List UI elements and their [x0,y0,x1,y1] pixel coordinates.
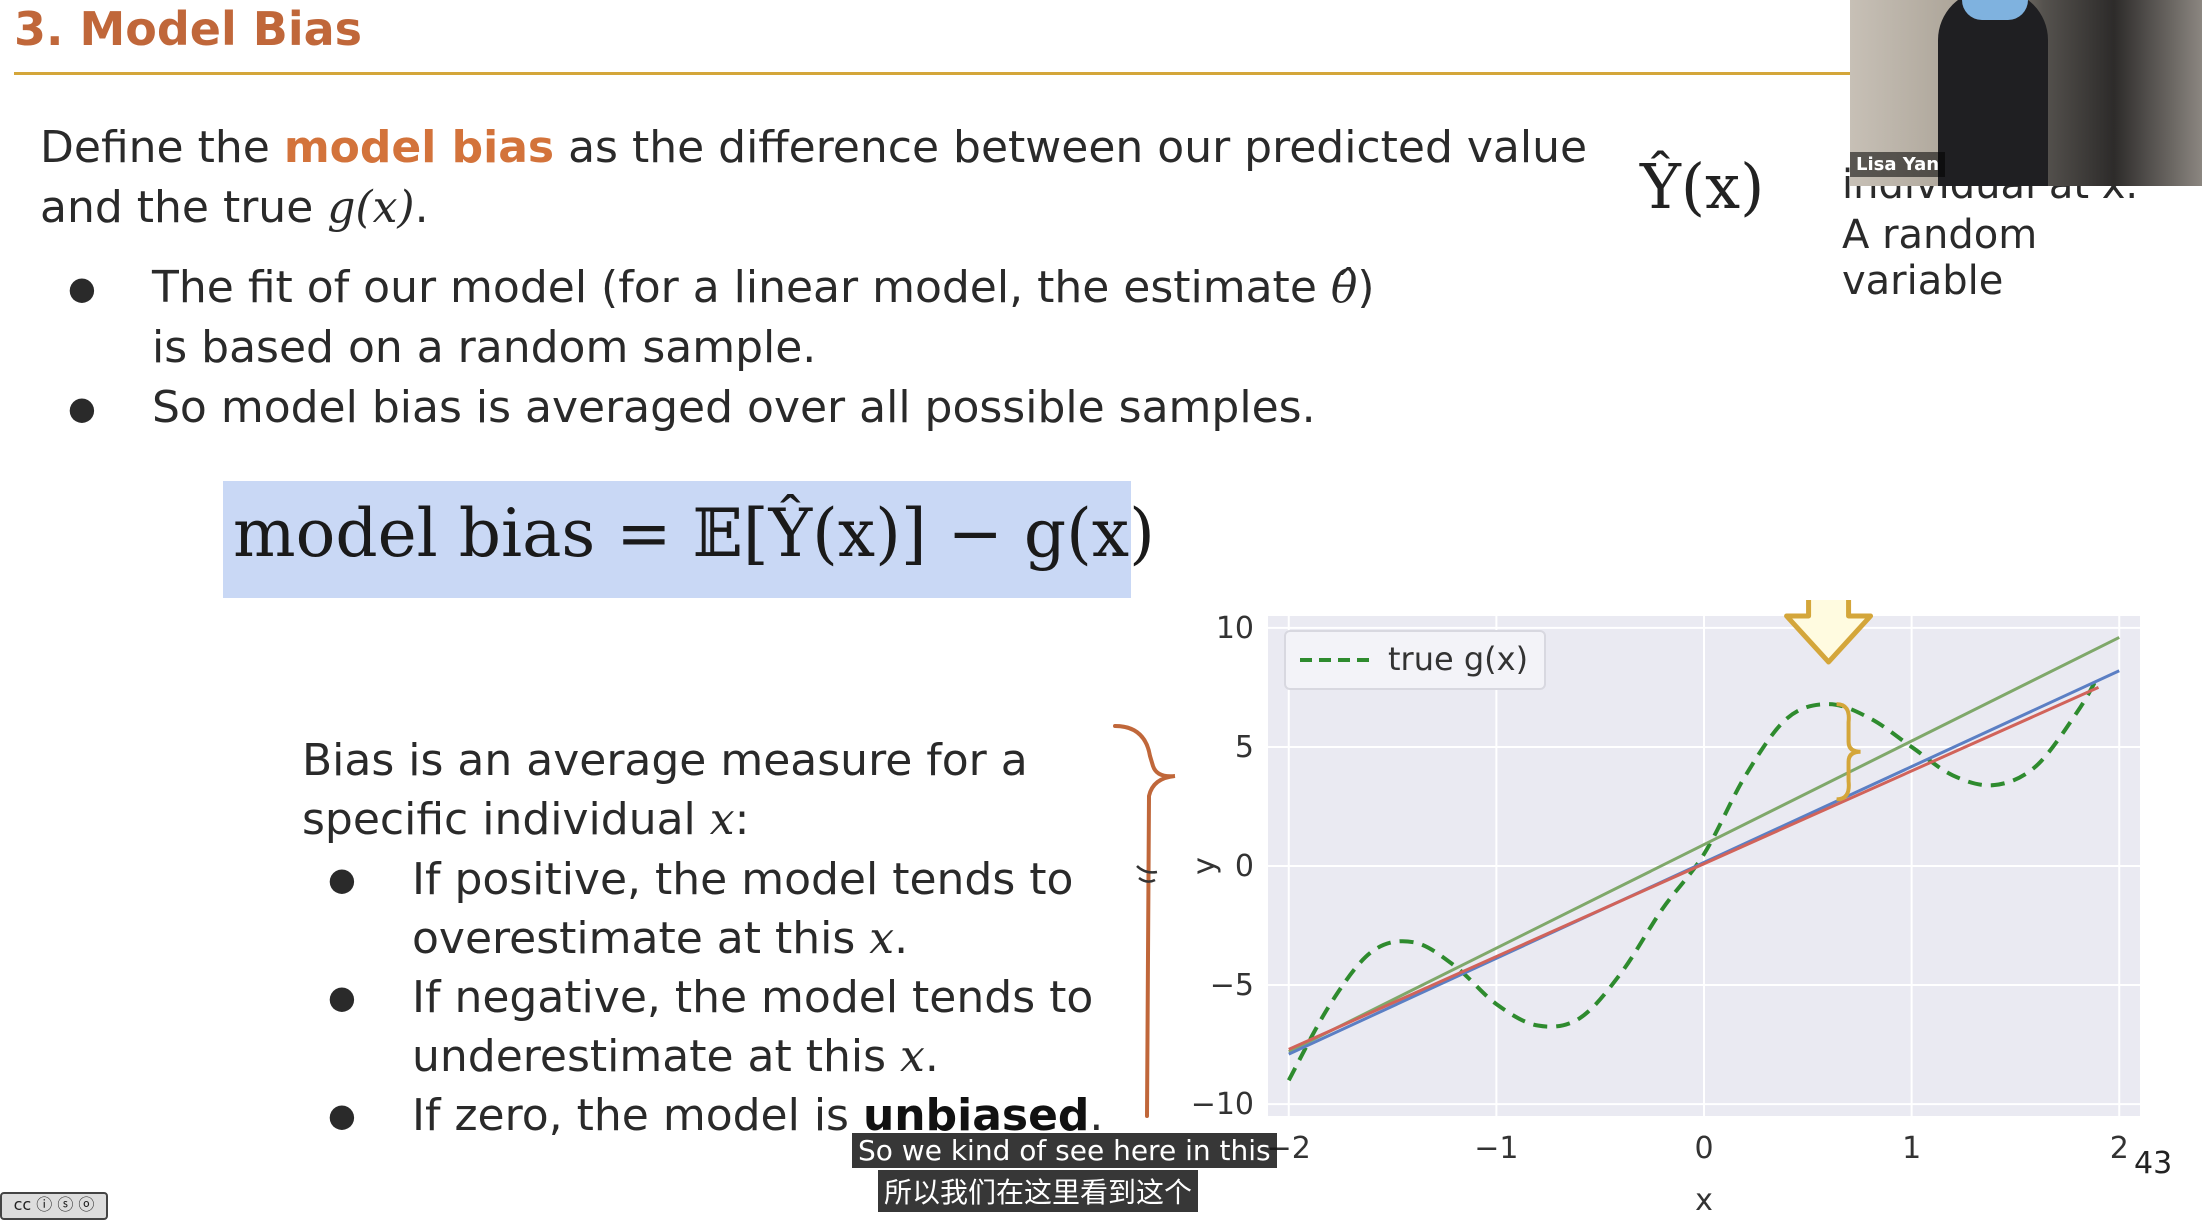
case-zero-text: If zero, the model is [412,1090,863,1141]
bullet-1-close: ) [1357,262,1375,313]
series-fit-line-1 [1288,636,2120,1054]
bias-intro2-math: x [709,794,735,845]
case-zero-suffix: . [1089,1090,1104,1141]
bias-case-positive: ● If positive, the model tends to overes… [328,850,1188,968]
intro-prefix: Define the [40,122,284,173]
case-positive-line1: If positive, the model tends to [412,854,1074,905]
top-bullet-2: ● So model bias is averaged over all pos… [68,378,1468,438]
bias-intro-line2: specific individual x: [302,790,1162,849]
intro-line2-prefix: and the true [40,182,328,233]
bias-case-negative: ● If negative, the model tends to undere… [328,968,1188,1086]
case-negative-line2: underestimate at this [412,1031,900,1082]
bias-explanation: Bias is an average measure for a specifi… [302,731,1162,849]
formula-box: model bias = 𝔼[Ŷ(x)] − g(x) [223,481,1155,598]
case-negative-line1: If negative, the model tends to [412,972,1094,1023]
highlight-arrow [1784,600,1874,665]
intro-middle: as the difference between our predicted … [554,122,1588,173]
top-bullet-1: ● The fit of our model (for a linear mod… [68,258,1468,378]
legend-entry-true-g: true g(x) [1388,640,1529,678]
intro-line2-suffix: . [414,182,429,233]
bullet-dot-icon: ● [328,860,356,898]
case-positive-suffix: . [894,913,909,964]
license-badge: cc ⓘ ⓢ ⓞ [0,1192,108,1220]
speaker-silhouette [1938,0,2048,186]
bullet-dot-icon: ● [68,269,96,307]
x-tick-label: 2 [2110,1131,2129,1166]
unbiased-term: unbiased [862,1090,1090,1141]
bias-brace [1836,702,1861,802]
intro-line-1: Define the model bias as the difference … [40,118,1600,178]
bias-intro2-suffix: : [734,794,750,845]
case-positive-math: x [869,913,895,964]
case-negative-suffix: . [924,1031,939,1082]
y-tick-label: 5 [1235,730,1254,765]
legend-dashed-line-icon [1300,658,1370,662]
intro-highlight: model bias [283,122,555,173]
chart-legend: true g(x) [1284,630,1546,690]
slide-title: 3. Model Bias [14,2,363,56]
y-tick-label: −5 [1210,968,1254,1003]
bullet-1-text-line2: is based on a random sample. [152,322,817,373]
theta-hat-symbol: θ̂ [1330,262,1358,313]
annotation-brace-left [1113,724,1176,1118]
webcam-name-label: Lisa Yan [1850,152,1946,177]
bias-intro2-prefix: specific individual [302,794,710,845]
y-hat-symbol: Ŷ(x) [1640,150,1765,223]
page-number: 43 [2134,1146,2173,1181]
model-bias-formula: model bias = 𝔼[Ŷ(x)] − g(x) [233,495,1155,572]
top-bullet-list: ● The fit of our model (for a linear mod… [68,258,1468,438]
x-tick-label: 0 [1694,1131,1713,1166]
series-fit-line-3 [1288,686,2100,1051]
x-tick-label: 1 [1902,1131,1921,1166]
x-tick-label: −1 [1474,1131,1518,1166]
face-mask [1962,0,2028,20]
y-tick-label: −10 [1191,1087,1254,1122]
y-tick-label: 10 [1216,611,1254,646]
intro-math-gx: g(x) [327,182,415,233]
caption-english: So we kind of see here in this [852,1133,1277,1168]
series-true-g-line [1287,674,2101,1082]
bullet-1-text: The fit of our model (for a linear model… [152,262,1331,313]
bullet-dot-icon: ● [328,978,356,1016]
intro-line-2: and the true g(x). [40,178,1600,238]
case-positive-line2: overestimate at this [412,913,870,964]
y-axis-label: y [1187,857,1222,875]
y-tick-label: 0 [1235,849,1254,884]
intro-paragraph: Define the model bias as the difference … [40,118,1600,238]
bias-case-zero: ● If zero, the model is unbiased. [328,1086,1188,1145]
bullet-2-text: So model bias is averaged over all possi… [152,382,1316,433]
caption-chinese: 所以我们在这里看到这个 [878,1170,1199,1212]
title-divider [14,72,1854,75]
webcam-feed: Lisa Yan [1850,0,2202,186]
bias-cases-list: ● If positive, the model tends to overes… [328,850,1188,1145]
bullet-dot-icon: ● [68,389,96,427]
side-text-line2: A random variable [1842,212,2038,304]
case-negative-math: x [899,1031,925,1082]
bias-intro-line1: Bias is an average measure for a [302,735,1028,786]
x-axis-label: x [1695,1183,1713,1216]
bullet-dot-icon: ● [328,1096,356,1134]
